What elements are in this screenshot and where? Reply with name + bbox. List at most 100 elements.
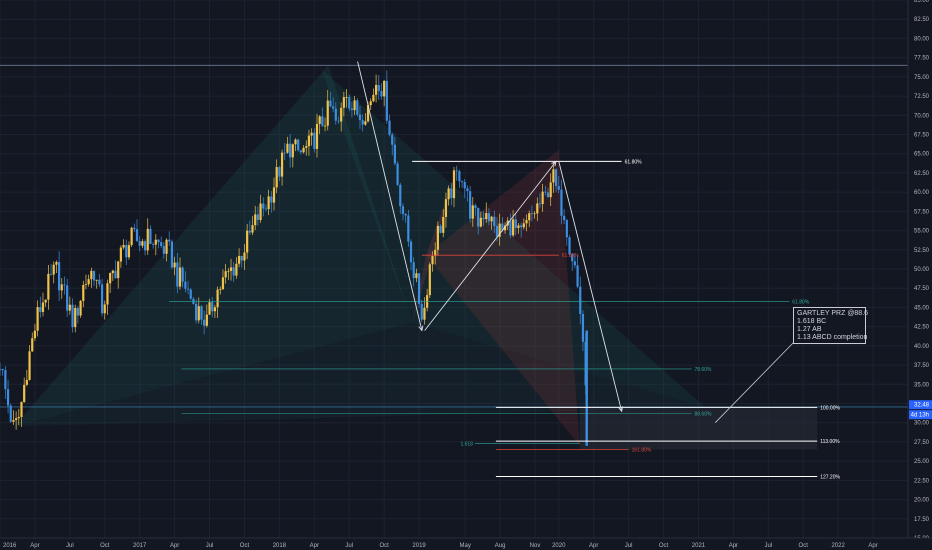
candle-body bbox=[87, 279, 90, 285]
callout-pointer bbox=[714, 339, 797, 423]
candle bbox=[181, 266, 184, 288]
candle bbox=[469, 185, 472, 223]
candle-body bbox=[525, 220, 528, 224]
candle bbox=[332, 97, 335, 113]
candle bbox=[160, 236, 163, 249]
candle bbox=[278, 165, 281, 182]
y-tick-label: 35.00 bbox=[914, 382, 930, 388]
candle bbox=[299, 149, 302, 155]
candle bbox=[259, 194, 262, 223]
candle bbox=[176, 252, 179, 294]
candle bbox=[533, 211, 536, 219]
candle-body bbox=[248, 230, 251, 233]
candle bbox=[455, 165, 458, 181]
candle-body bbox=[538, 203, 542, 205]
candle bbox=[44, 299, 47, 307]
candle-body bbox=[184, 281, 187, 289]
candle bbox=[361, 114, 364, 132]
x-tick-label: May bbox=[460, 543, 471, 549]
candle bbox=[307, 129, 311, 156]
candle bbox=[195, 299, 198, 324]
x-tick-label: 2017 bbox=[133, 543, 147, 549]
candle bbox=[528, 210, 531, 228]
candle-body bbox=[340, 107, 343, 122]
candle bbox=[544, 185, 547, 196]
candle-body bbox=[313, 132, 316, 149]
arrow-head bbox=[551, 160, 557, 167]
candle-body bbox=[170, 241, 174, 268]
candle-body bbox=[259, 203, 262, 221]
y-tick-label: 37.50 bbox=[914, 363, 930, 369]
candle bbox=[356, 98, 359, 117]
y-tick-label: 80.00 bbox=[914, 36, 930, 42]
candle-body bbox=[326, 100, 329, 126]
candle-body bbox=[229, 267, 233, 271]
candle-body bbox=[439, 225, 442, 233]
y-tick-label: 40.00 bbox=[914, 344, 930, 350]
candle bbox=[79, 299, 82, 318]
candle-body bbox=[474, 205, 477, 209]
candle bbox=[463, 178, 466, 198]
arrow-line bbox=[424, 161, 557, 331]
candle bbox=[294, 138, 297, 152]
candle bbox=[84, 274, 88, 290]
candle-body bbox=[25, 379, 28, 385]
candle-body bbox=[383, 80, 386, 97]
candle-body bbox=[428, 264, 431, 296]
gartley-prz-callout[interactable]: GARTLEY PRZ @88.6 1.618 BC 1.27 AB 1.13 … bbox=[793, 307, 868, 344]
candle bbox=[229, 258, 233, 281]
y-tick-label: 47.50 bbox=[914, 286, 930, 292]
candle bbox=[76, 305, 80, 324]
candle bbox=[60, 278, 63, 299]
candle-body bbox=[17, 417, 20, 419]
price-badge bbox=[909, 400, 932, 410]
candle bbox=[103, 300, 106, 320]
candle bbox=[428, 262, 431, 299]
candle-body bbox=[44, 299, 47, 303]
candle bbox=[197, 297, 200, 324]
candle-body bbox=[299, 150, 302, 153]
candle-body bbox=[135, 229, 139, 242]
candle-body bbox=[305, 146, 308, 148]
candle bbox=[391, 132, 394, 156]
candle bbox=[358, 105, 362, 129]
candle-body bbox=[181, 267, 184, 282]
candle bbox=[4, 366, 7, 400]
candle bbox=[509, 213, 512, 238]
candle bbox=[58, 251, 61, 301]
candle-body bbox=[186, 288, 190, 290]
candle-body bbox=[117, 261, 120, 279]
x-tick-label: Nov bbox=[530, 543, 541, 549]
candle bbox=[232, 261, 235, 282]
candle bbox=[393, 136, 396, 166]
candle-body bbox=[302, 147, 305, 153]
candle-body bbox=[353, 100, 356, 111]
candle-body bbox=[143, 241, 147, 251]
candle-body bbox=[195, 303, 198, 321]
candle-body bbox=[493, 216, 496, 226]
candles bbox=[0, 70, 587, 430]
candle bbox=[471, 196, 474, 227]
candle-body bbox=[530, 213, 534, 215]
candle-body bbox=[178, 267, 182, 287]
candle-body bbox=[237, 255, 241, 264]
candle bbox=[404, 213, 407, 223]
candle bbox=[221, 269, 225, 290]
candle bbox=[130, 226, 133, 248]
candle-body bbox=[576, 265, 579, 287]
x-tick-label: Jul bbox=[625, 543, 633, 549]
candle-body bbox=[498, 223, 501, 237]
candle-body bbox=[356, 100, 359, 115]
candle bbox=[297, 138, 300, 152]
x-tick-label: 2019 bbox=[412, 543, 426, 549]
x-tick-label: Jul bbox=[66, 543, 74, 549]
candle bbox=[369, 98, 372, 111]
y-tick-label: 85.00 bbox=[914, 0, 930, 4]
candle-body bbox=[310, 132, 313, 136]
candle bbox=[135, 219, 139, 242]
candle bbox=[246, 223, 249, 259]
candle-body bbox=[399, 184, 402, 207]
y-tick-label: 67.50 bbox=[914, 133, 930, 139]
